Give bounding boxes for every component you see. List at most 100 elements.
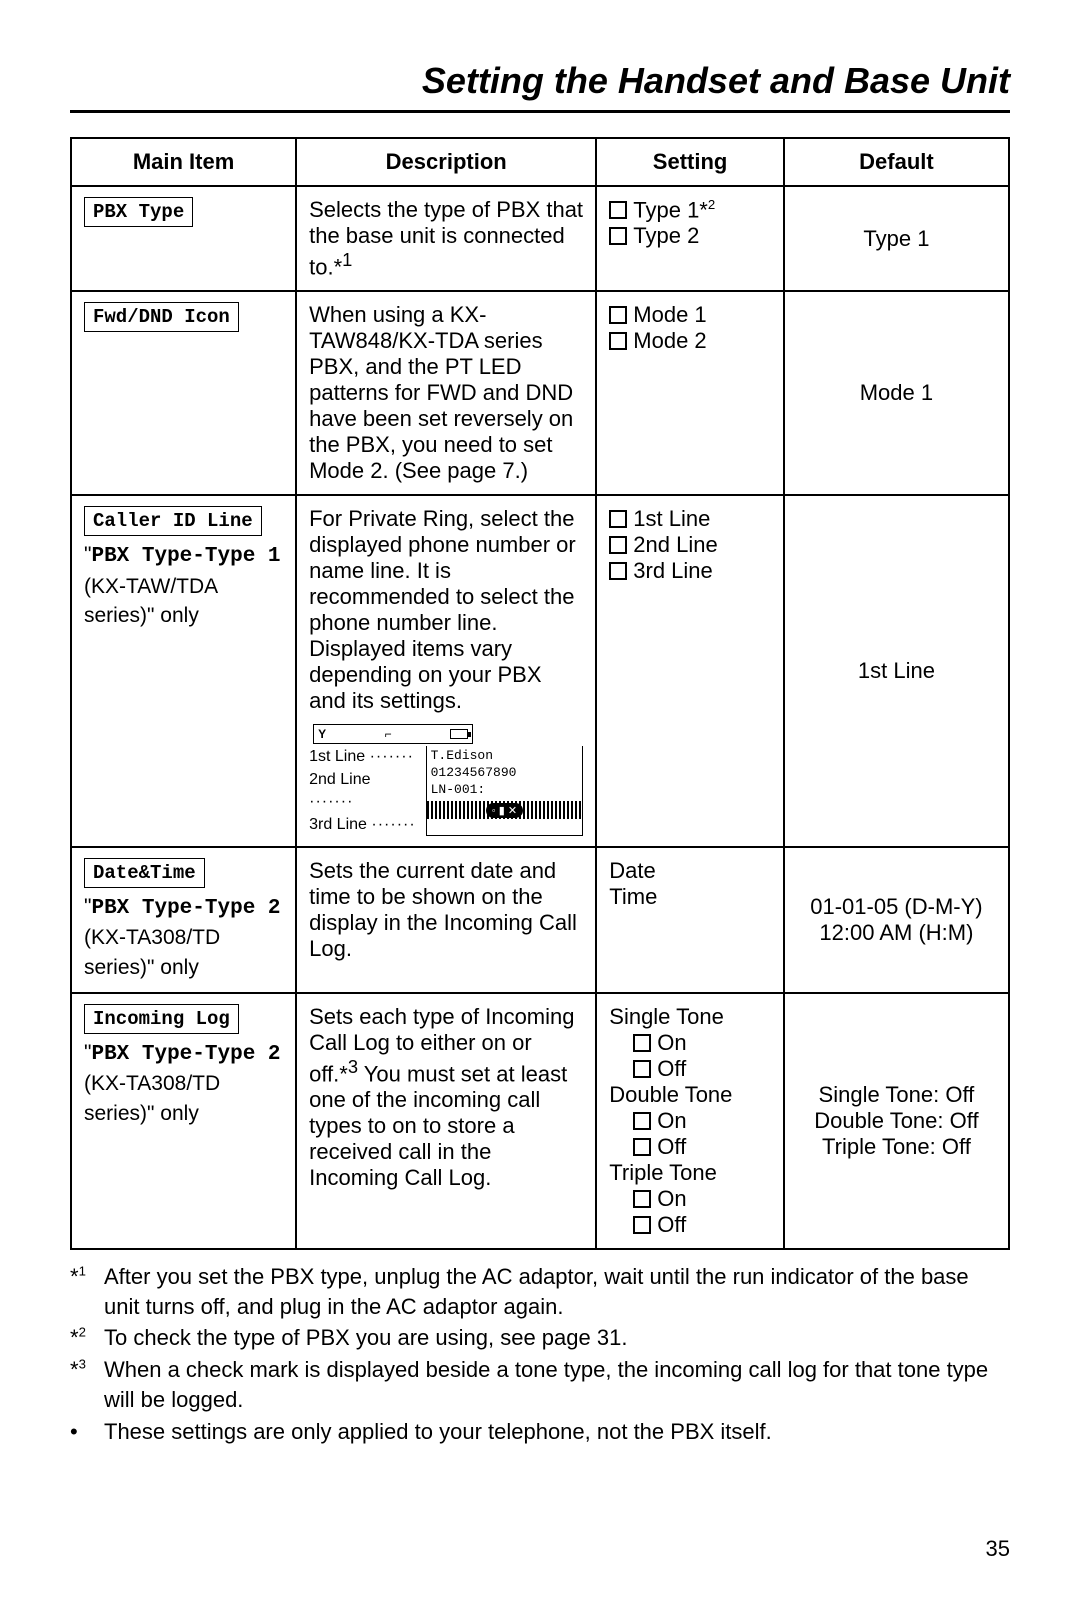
setting-option: Mode 1 [609, 302, 771, 328]
default-line: Mode 1 [797, 380, 996, 406]
footnote-text: To check the type of PBX you are using, … [104, 1323, 1010, 1353]
setting-option: Type 2 [609, 223, 771, 249]
setting-option: Off [609, 1212, 771, 1238]
setting-cell: 1st Line2nd Line3rd Line [596, 495, 784, 847]
footnote-mark: • [70, 1417, 104, 1447]
footnote-mark: *1 [70, 1262, 104, 1321]
setting-cell: DateTime [596, 847, 784, 993]
default-cell: 1st Line [784, 495, 1009, 847]
main-item-box: Fwd/DND Icon [84, 302, 239, 332]
checkbox-icon [633, 1034, 651, 1052]
header-default: Default [784, 138, 1009, 186]
footnote-row: *2To check the type of PBX you are using… [70, 1323, 1010, 1353]
main-item-cell: Fwd/DND Icon [71, 291, 296, 495]
footnote-row: •These settings are only applied to your… [70, 1417, 1010, 1447]
header-desc: Description [296, 138, 596, 186]
settings-table: Main Item Description Setting Default PB… [70, 137, 1010, 1250]
setting-option: On [609, 1186, 771, 1212]
footnote-row: *1After you set the PBX type, unplug the… [70, 1262, 1010, 1321]
main-item-cell: Caller ID Line "PBX Type-Type 1 (KX-TAW/T… [71, 495, 296, 847]
setting-option: 2nd Line [609, 532, 771, 558]
setting-group-title: Single Tone [609, 1004, 771, 1030]
main-item-cell: Incoming Log "PBX Type-Type 2 (KX-TA308/T… [71, 993, 296, 1249]
header-setting: Setting [596, 138, 784, 186]
antenna-icon: Y [318, 727, 326, 741]
setting-option: Time [609, 884, 771, 910]
lcd-body: T.Edison01234567890LN-001: ◦ ▮ ✕ [426, 746, 584, 836]
description-cell: Selects the type of PBX that the base un… [296, 186, 596, 291]
setting-option: On [609, 1108, 771, 1134]
setting-option: 1st Line [609, 506, 771, 532]
softkey-icons: ◦ ▮ ✕ [486, 803, 523, 818]
page-number: 35 [70, 1536, 1010, 1562]
lcd-screen: Y⌐ [313, 724, 473, 744]
checkbox-icon [609, 201, 627, 219]
checkbox-icon [609, 536, 627, 554]
main-item-box: PBX Type [84, 197, 193, 227]
example-line-labels: 1st Line ·······2nd Line ·······3rd Line… [309, 746, 418, 836]
description-text: Selects the type of PBX that the base un… [309, 197, 583, 280]
checkbox-icon [633, 1190, 651, 1208]
main-item-subnote: "PBX Type-Type 1 (KX-TAW/TDA series)" on… [84, 540, 283, 630]
footnote-text: After you set the PBX type, unplug the A… [104, 1262, 1010, 1321]
setting-option: Off [609, 1056, 771, 1082]
setting-option: Off [609, 1134, 771, 1160]
default-line: Single Tone: Off [797, 1082, 996, 1108]
checkbox-icon [633, 1138, 651, 1156]
checkbox-icon [609, 227, 627, 245]
checkbox-icon [609, 332, 627, 350]
default-cell: Type 1 [784, 186, 1009, 291]
setting-cell: Mode 1Mode 2 [596, 291, 784, 495]
setting-cell: Single ToneOnOffDouble ToneOnOffTriple T… [596, 993, 784, 1249]
setting-cell: Type 1*2Type 2 [596, 186, 784, 291]
description-text: Sets the current date and time to be sho… [309, 858, 583, 962]
handset-icon: ⌐ [385, 727, 392, 741]
setting-option: Date [609, 858, 771, 884]
description-cell: Sets the current date and time to be sho… [296, 847, 596, 993]
battery-icon [450, 729, 468, 739]
default-line: 1st Line [797, 658, 996, 684]
footnote-text: These settings are only applied to your … [104, 1417, 1010, 1447]
setting-option: Type 1*2 [609, 197, 771, 223]
checkbox-icon [609, 306, 627, 324]
footnote-text: When a check mark is displayed beside a … [104, 1355, 1010, 1414]
page-title: Setting the Handset and Base Unit [70, 60, 1010, 113]
setting-option: 3rd Line [609, 558, 771, 584]
main-item-subnote: "PBX Type-Type 2 (KX-TA308/TD series)" o… [84, 1038, 283, 1128]
footnote-row: *3When a check mark is displayed beside … [70, 1355, 1010, 1414]
setting-option: Mode 2 [609, 328, 771, 354]
checkbox-icon [633, 1060, 651, 1078]
setting-group-title: Triple Tone [609, 1160, 771, 1186]
description-text: When using a KX-TAW848/KX-TDA series PBX… [309, 302, 583, 484]
main-item-box: Incoming Log [84, 1004, 239, 1034]
setting-group-title: Double Tone [609, 1082, 771, 1108]
default-cell: Mode 1 [784, 291, 1009, 495]
checkbox-icon [609, 562, 627, 580]
lcd-line: T.Edison [431, 748, 579, 765]
main-item-box: Date&Time [84, 858, 205, 888]
lcd-line: 01234567890 [431, 765, 579, 782]
lcd-line: LN-001: [431, 782, 579, 799]
default-line: Triple Tone: Off [797, 1134, 996, 1160]
description-cell: Sets each type of Incoming Call Log to e… [296, 993, 596, 1249]
main-item-subnote: "PBX Type-Type 2 (KX-TA308/TD series)" o… [84, 892, 283, 982]
header-main: Main Item [71, 138, 296, 186]
main-item-cell: Date&Time "PBX Type-Type 2 (KX-TA308/TD s… [71, 847, 296, 993]
main-item-box: Caller ID Line [84, 506, 262, 536]
description-cell: For Private Ring, select the displayed p… [296, 495, 596, 847]
main-item-cell: PBX Type [71, 186, 296, 291]
default-line: 01-01-05 (D-M-Y) [797, 894, 996, 920]
description-text: Sets each type of Incoming Call Log to e… [309, 1004, 583, 1191]
default-cell: Single Tone: OffDouble Tone: OffTriple T… [784, 993, 1009, 1249]
checkbox-icon [633, 1112, 651, 1130]
default-line: 12:00 AM (H:M) [797, 920, 996, 946]
footnotes: *1After you set the PBX type, unplug the… [70, 1262, 1010, 1446]
default-line: Type 1 [797, 226, 996, 252]
description-cell: When using a KX-TAW848/KX-TDA series PBX… [296, 291, 596, 495]
checkbox-icon [609, 510, 627, 528]
default-cell: 01-01-05 (D-M-Y)12:00 AM (H:M) [784, 847, 1009, 993]
setting-option: On [609, 1030, 771, 1056]
footnote-mark: *3 [70, 1355, 104, 1414]
description-text: For Private Ring, select the displayed p… [309, 506, 583, 714]
footnote-mark: *2 [70, 1323, 104, 1353]
